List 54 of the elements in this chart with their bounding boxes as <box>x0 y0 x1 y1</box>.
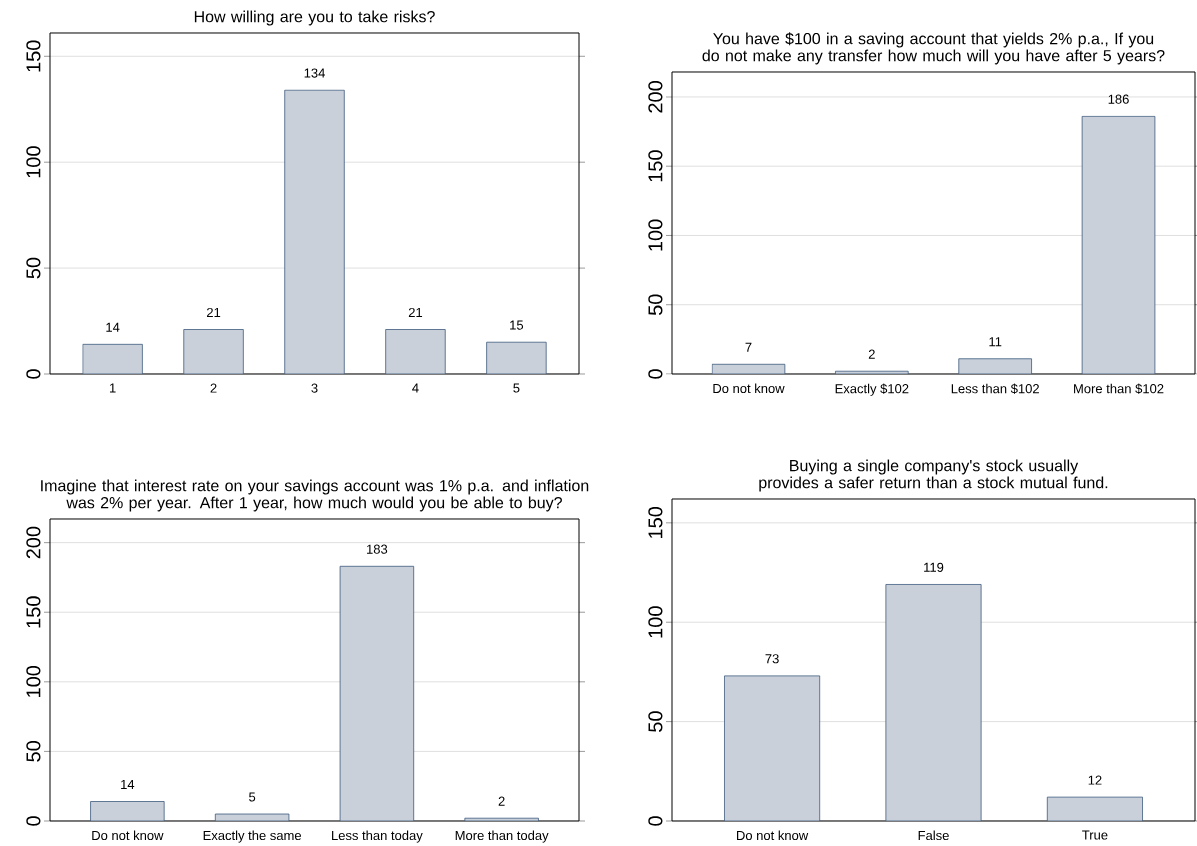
x-tick-label: More than $102 <box>1074 383 1164 395</box>
y-tick-label: 200 <box>648 81 663 113</box>
y-tick-label: 200 <box>26 526 41 559</box>
data-label: 183 <box>367 544 388 554</box>
y-tick-label: 50 <box>26 257 41 279</box>
x-tick-label: 3 <box>311 383 318 393</box>
x-tick-label: More than today <box>455 830 549 843</box>
data-label: 2 <box>868 349 875 359</box>
data-label: 12 <box>1088 775 1102 785</box>
data-label: 2 <box>498 796 505 806</box>
chart-title: Imagine that interest rate on your savings account was 1% p.a. and inflation was 2% per year. After 1 year, how much would you be able to buy? <box>41 479 589 512</box>
y-tick-label: 50 <box>26 741 41 762</box>
y-tick-label: 100 <box>648 606 663 638</box>
y-tick-label: 50 <box>648 711 663 732</box>
y-tick-label: 0 <box>648 816 663 826</box>
x-tick-label: False <box>918 830 949 841</box>
y-tick-label: 150 <box>648 150 663 182</box>
x-tick-label: 2 <box>210 383 217 393</box>
x-tick-label: Do not know <box>737 830 809 841</box>
y-tick-label: 100 <box>26 146 41 178</box>
y-tick-label: 50 <box>648 294 663 316</box>
y-tick-label: 0 <box>26 816 41 826</box>
data-label: 134 <box>304 68 325 78</box>
data-label: 119 <box>924 562 944 572</box>
data-label: 21 <box>206 307 221 317</box>
data-label: 7 <box>745 342 752 352</box>
x-tick-label: Exactly the same <box>203 830 302 843</box>
x-tick-label: Do not know <box>92 830 164 841</box>
data-label: 5 <box>249 792 256 802</box>
x-tick-label: 4 <box>412 383 419 393</box>
y-tick-label: 150 <box>26 40 41 72</box>
y-tick-label: 0 <box>26 369 41 379</box>
x-tick-label: 5 <box>513 383 520 393</box>
y-tick-label: 150 <box>26 596 41 628</box>
chart-title: How willing are you to take risks? <box>194 10 435 26</box>
data-label: 21 <box>408 307 423 317</box>
data-label: 11 <box>989 337 1002 347</box>
chart-title: You have $100 in a saving account that yields 2% p.a., If you do not make any transfer how much will you have after 5 years? <box>702 32 1165 65</box>
x-tick-label: Less than today <box>332 830 423 843</box>
x-tick-label: 1 <box>109 383 116 393</box>
x-tick-label: Less than $102 <box>951 383 1039 395</box>
data-label: 14 <box>106 322 120 332</box>
data-label: 14 <box>121 780 135 789</box>
y-tick-label: 150 <box>648 506 663 538</box>
y-tick-label: 100 <box>648 219 663 251</box>
data-label: 15 <box>510 320 524 330</box>
x-tick-label: True <box>1082 830 1108 840</box>
x-tick-label: Do not know <box>713 383 785 394</box>
chart-title: Buying a single company's stock usually provides a safer return than a stock mutual fund. <box>759 459 1108 492</box>
data-label: 73 <box>765 654 779 664</box>
x-tick-label: Exactly $102 <box>835 383 909 396</box>
y-tick-label: 100 <box>26 665 41 697</box>
y-tick-label: 0 <box>648 369 663 379</box>
data-label: 186 <box>1108 94 1129 104</box>
